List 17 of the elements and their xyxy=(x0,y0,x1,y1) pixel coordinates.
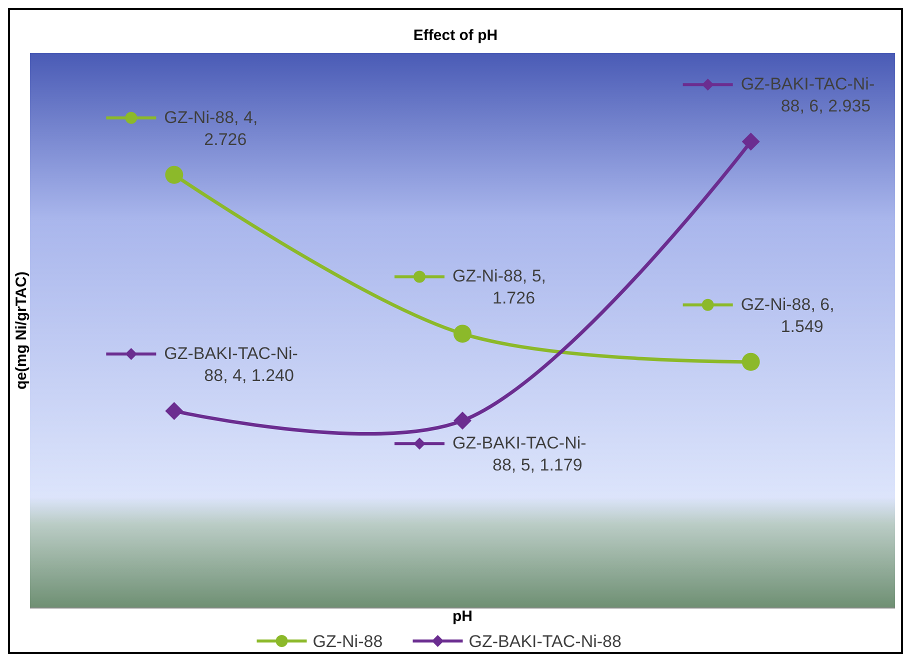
legend-label: GZ-BAKI-TAC-Ni-88 xyxy=(468,632,622,651)
point xyxy=(454,412,472,430)
point xyxy=(165,402,184,420)
point xyxy=(742,352,760,371)
data-label: GZ-Ni-88, 5, 1.726 xyxy=(452,266,546,308)
point xyxy=(454,324,472,343)
data-label: GZ-BAKI-TAC-Ni-88, 6, 2.935 xyxy=(740,74,875,116)
chart-title: Effect of pH xyxy=(413,27,498,44)
text: pH xyxy=(452,608,472,625)
data-label: GZ-Ni-88, 4, 2.726 xyxy=(164,108,258,149)
y-axis-title: qe(mg Ni/grTAC) xyxy=(13,271,30,390)
data-label: GZ-BAKI-TAC-Ni-88, 5, 1.179 xyxy=(452,434,586,475)
data-label: GZ-BAKI-TAC-Ni-88, 4, 1.240 xyxy=(164,344,298,385)
point xyxy=(165,166,184,184)
legend-label: GZ-Ni-88 xyxy=(312,632,383,651)
point xyxy=(742,132,760,151)
data-label: GZ-Ni-88, 6, 1.549 xyxy=(740,294,834,336)
